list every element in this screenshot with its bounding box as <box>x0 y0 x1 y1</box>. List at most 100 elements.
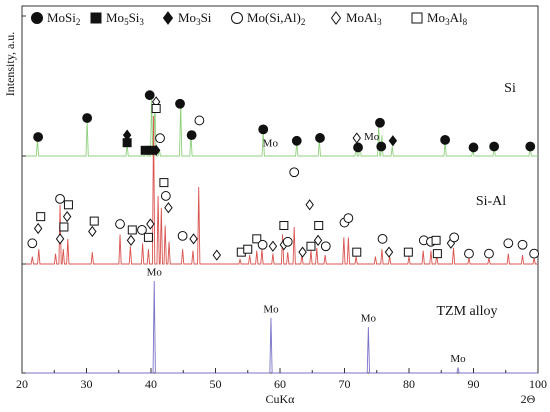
legend-text: MoSi <box>47 10 76 25</box>
x-tick-label: 60 <box>274 377 286 391</box>
legend-text: Si <box>129 10 140 25</box>
phase-marker-open-circle <box>177 230 188 241</box>
phase-marker-open-square <box>314 221 324 231</box>
phase-marker-filled-circle <box>186 130 197 141</box>
phase-marker-open-square <box>151 104 161 113</box>
trace-tzm-alloy <box>22 280 538 374</box>
phase-marker-filled-diamond <box>388 135 398 147</box>
peak-label-mo: Mo <box>147 266 163 278</box>
legend-entry: Mo5Si3 <box>106 10 144 27</box>
phase-marker-open-circle <box>517 239 528 250</box>
phase-marker-open-circle <box>343 213 354 224</box>
legend-marker-open-square <box>411 12 423 24</box>
legend: MoSi2 Mo5Si3 Mo3Si Mo(Si,Al)2 MoAl3 Mo3Al8 <box>31 10 468 27</box>
peak-label-mo: Mo <box>263 138 279 150</box>
legend-subscript: 3 <box>445 17 450 27</box>
legend-subscript: 8 <box>463 17 468 27</box>
phase-marker-filled-circle <box>82 113 93 123</box>
phase-marker-open-diamond <box>189 233 198 245</box>
legend-subscript: 3 <box>196 17 201 27</box>
phase-marker-filled-diamond <box>151 144 161 156</box>
phase-marker-open-square <box>159 178 169 188</box>
phase-marker-open-circle <box>194 115 205 126</box>
legend-subscript: 2 <box>301 17 306 27</box>
phase-marker-open-square <box>143 232 153 242</box>
legend-subscript: 2 <box>76 17 81 27</box>
phase-marker-filled-circle <box>489 141 500 152</box>
legend-text: Si <box>201 10 212 25</box>
phase-marker-open-square <box>59 222 69 232</box>
phase-marker-open-circle <box>464 248 474 259</box>
phase-marker-filled-circle <box>175 98 185 109</box>
phase-marker-open-square <box>352 247 362 257</box>
peak-label-mo: Mo <box>263 303 279 315</box>
x-tick-label: 20 <box>16 377 28 391</box>
phase-marker-open-diamond <box>313 234 323 246</box>
phase-marker-open-square <box>127 225 137 235</box>
phase-marker-filled-circle <box>144 90 155 101</box>
series-label: Si <box>504 81 516 96</box>
phase-marker-open-square <box>431 235 441 245</box>
phase-marker-open-diamond <box>33 222 43 235</box>
x-tick-label: 40 <box>145 377 157 391</box>
legend-marker-open-diamond <box>330 11 342 25</box>
phase-marker-filled-circle <box>525 141 536 152</box>
phase-markers <box>27 90 540 261</box>
legend-entry: Mo3Al8 <box>427 10 468 27</box>
x-tick-label: 80 <box>403 377 415 391</box>
phase-marker-open-square <box>36 212 46 222</box>
phase-marker-filled-circle <box>33 132 44 142</box>
phase-marker-open-diamond <box>352 132 361 144</box>
phase-marker-open-circle <box>160 191 171 201</box>
legend-marker-filled-circle <box>31 12 43 24</box>
phase-marker-open-circle <box>320 241 331 252</box>
phase-marker-open-diamond <box>305 199 314 211</box>
peak-label-mo: Mo <box>450 353 466 365</box>
phase-marker-open-diamond <box>268 240 278 252</box>
phase-marker-open-square <box>252 234 262 244</box>
phase-marker-open-circle <box>155 133 165 144</box>
legend-text: Mo <box>106 10 124 25</box>
phase-marker-open-circle <box>257 239 268 250</box>
phase-marker-open-circle <box>503 238 514 249</box>
traces <box>22 97 538 374</box>
phase-marker-open-square <box>432 249 442 259</box>
phase-marker-filled-circle <box>375 117 385 128</box>
phase-marker-open-square <box>306 241 316 251</box>
phase-marker-open-diamond <box>126 234 136 246</box>
x-tick-label: 100 <box>529 377 547 391</box>
phase-marker-open-diamond <box>62 211 72 223</box>
phase-marker-open-square <box>63 200 73 210</box>
phase-marker-filled-square <box>122 138 132 148</box>
phase-marker-open-square <box>243 244 253 254</box>
legend-text: MoAl <box>346 10 377 25</box>
y-axis-label: Intensity, a.u. <box>3 32 17 97</box>
phase-marker-open-diamond <box>55 233 65 245</box>
trace-si-al <box>22 115 538 265</box>
legend-marker-open-circle <box>231 12 243 24</box>
legend-subscript: 3 <box>139 17 144 27</box>
x-tick-label: 50 <box>210 377 222 391</box>
legend-entry: MoSi2 <box>47 10 80 27</box>
phase-marker-open-square <box>89 216 99 226</box>
legend-marker-filled-square <box>90 12 102 24</box>
phase-marker-open-diamond <box>384 246 394 258</box>
phase-marker-filled-circle <box>468 142 479 153</box>
legend-marker-filled-diamond <box>162 11 174 25</box>
legend-entry: Mo(Si,Al)2 <box>247 10 305 27</box>
legend-entry: Mo3Si <box>178 10 212 27</box>
phase-marker-filled-circle <box>353 142 363 153</box>
legend-text: Mo <box>178 10 196 25</box>
peak-label-mo: Mo <box>361 312 377 324</box>
phase-marker-open-circle <box>449 232 460 243</box>
phase-marker-open-square <box>279 221 289 231</box>
phase-marker-open-circle <box>27 238 38 249</box>
trace-si <box>22 97 538 157</box>
phase-marker-open-circle <box>115 219 125 229</box>
phase-marker-open-diamond <box>212 249 222 261</box>
phase-marker-open-circle <box>137 225 147 235</box>
legend-text: Al <box>450 10 463 25</box>
phase-marker-filled-circle <box>376 141 387 152</box>
phase-marker-filled-circle <box>440 134 451 145</box>
